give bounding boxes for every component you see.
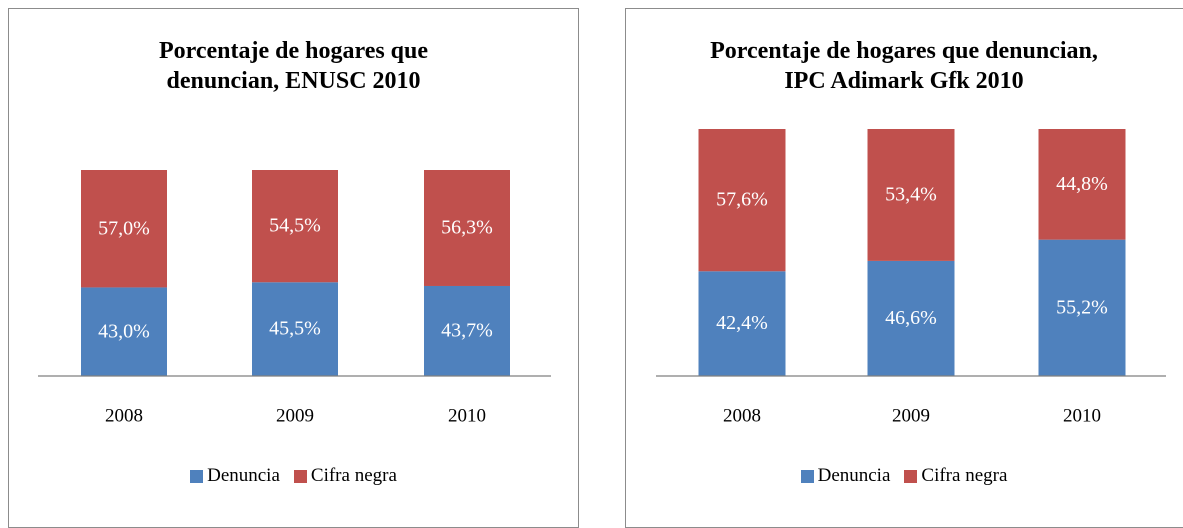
data-label: 45,5% [269, 318, 321, 340]
bar-segment [1038, 129, 1126, 240]
data-label: 56,3% [441, 217, 493, 239]
legend-label: Denuncia [207, 465, 280, 486]
chart-panel: Porcentaje de hogares que denuncian, ENU… [8, 8, 579, 528]
legend-swatch [293, 469, 307, 483]
legend-swatch [800, 469, 814, 483]
legend: Denuncia Cifra negra [626, 465, 1182, 487]
x-tick-label: 2008 [723, 405, 761, 426]
data-label: 42,4% [716, 312, 768, 334]
data-label: 53,4% [885, 184, 937, 206]
bar-segment [867, 129, 955, 261]
data-label: 57,6% [716, 189, 768, 211]
x-tick-label: 2009 [892, 405, 930, 426]
data-label: 43,7% [441, 320, 493, 342]
x-tick-label: 2008 [105, 405, 143, 426]
bar-segment [1038, 239, 1126, 376]
bar-segment [424, 170, 510, 286]
x-tick-label: 2010 [448, 405, 486, 426]
bar-segment [698, 271, 786, 376]
data-label: 55,2% [1056, 296, 1108, 318]
legend-entry: Cifra negra [904, 465, 1007, 487]
data-label: 46,6% [885, 307, 937, 329]
page: Porcentaje de hogares que denuncian, ENU… [8, 8, 1183, 528]
bar-segment [81, 287, 167, 376]
bar-segment [698, 129, 786, 272]
chart-panel: Porcentaje de hogares que denuncian, IPC… [625, 8, 1183, 528]
x-tick-label: 2010 [1063, 405, 1101, 426]
bar-segment [424, 285, 510, 376]
legend-swatch [190, 469, 204, 483]
legend-entry: Cifra negra [293, 465, 397, 487]
chart-title: Porcentaje de hogares que denuncian, IPC… [710, 38, 1098, 94]
legend-label: Cifra negra [310, 465, 397, 486]
bar-segment [252, 170, 338, 283]
chart: 43,0% 57,0% 2008 45,5% 54,5% 2009 43,7% 56,3% 20… [38, 170, 551, 426]
legend-swatch [904, 469, 918, 483]
legend-label: Cifra negra [921, 465, 1008, 486]
legend: Denuncia Cifra negra [9, 465, 578, 487]
legend-entry: Denuncia [190, 465, 280, 487]
chart-title: Porcentaje de hogares que denuncian, ENU… [158, 38, 429, 94]
data-label: 57,0% [98, 217, 150, 239]
data-label: 44,8% [1056, 173, 1108, 195]
legend-entry: Denuncia [800, 465, 891, 487]
bar-segment [81, 170, 167, 288]
bar-segment [252, 282, 338, 376]
chart: 42,4% 57,6% 2008 46,6% 53,4% 2009 55,2% 44,8% 20… [656, 129, 1166, 426]
data-label: 54,5% [269, 215, 321, 237]
legend-label: Denuncia [817, 465, 891, 486]
x-tick-label: 2009 [276, 405, 314, 426]
data-label: 43,0% [98, 320, 150, 342]
bar-segment [867, 260, 955, 376]
